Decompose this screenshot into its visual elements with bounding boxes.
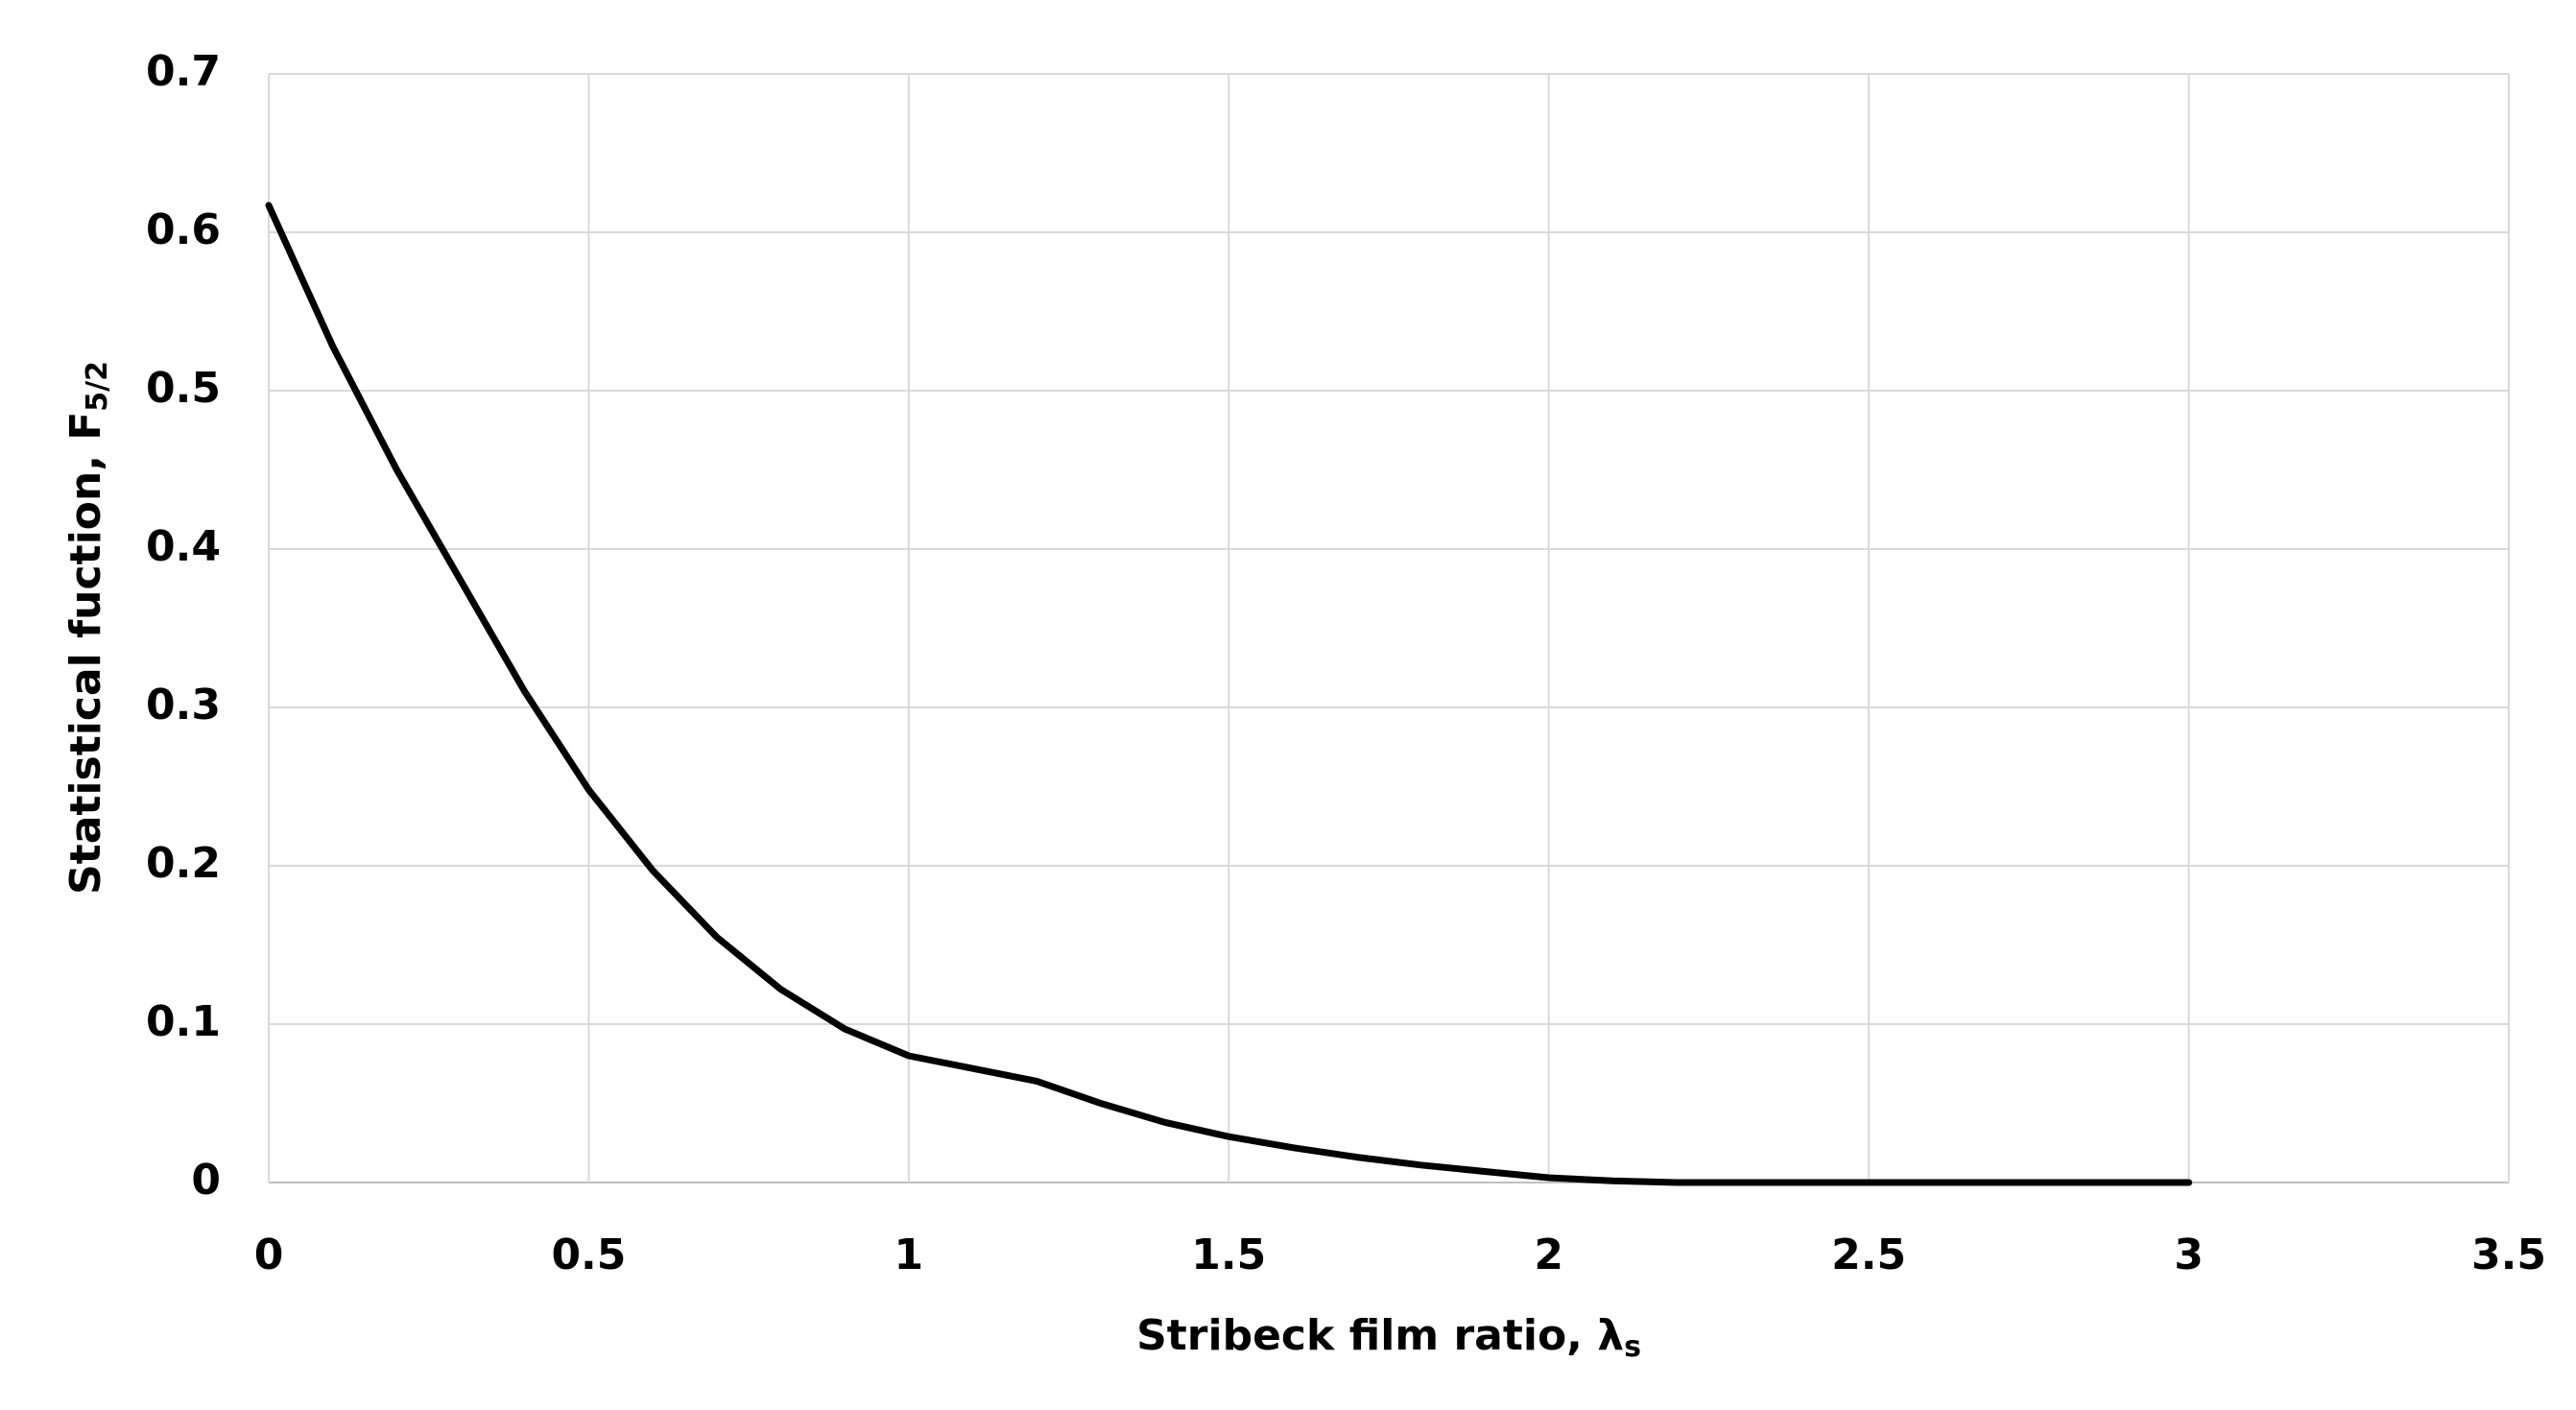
y-tick-label: 0.6 xyxy=(146,205,221,254)
y-label-text: Statistical fuction, F xyxy=(61,412,110,895)
x-label-subscript: s xyxy=(1624,1330,1641,1364)
y-tick-label: 0.3 xyxy=(146,681,221,729)
x-tick-label: 3 xyxy=(2174,1231,2204,1279)
x-tick-label: 2 xyxy=(1534,1231,1563,1279)
x-label-text: Stribeck film ratio, λ xyxy=(1136,1311,1624,1360)
y-tick-label: 0.5 xyxy=(146,364,221,413)
x-axis-label: Stribeck film ratio, λs xyxy=(1136,1311,1641,1364)
x-tick-label: 0.5 xyxy=(551,1231,626,1279)
y-label-subscript: 5/2 xyxy=(81,361,114,412)
x-tick-label: 1 xyxy=(894,1231,924,1279)
x-tick-label: 3.5 xyxy=(2471,1231,2546,1279)
y-tick-label: 0 xyxy=(191,1156,221,1205)
data-line xyxy=(265,202,2193,1186)
y-tick-label: 0.4 xyxy=(146,522,221,571)
y-tick-label: 0.1 xyxy=(146,997,221,1046)
y-tick-label: 0.7 xyxy=(146,47,221,96)
y-tick-label: 0.2 xyxy=(146,839,221,888)
y-axis-label: Statistical fuction, F5/2 xyxy=(61,361,114,895)
x-tick-label: 2.5 xyxy=(1831,1231,1906,1279)
x-tick-label: 1.5 xyxy=(1191,1231,1266,1279)
x-tick-label: 0 xyxy=(254,1231,284,1279)
